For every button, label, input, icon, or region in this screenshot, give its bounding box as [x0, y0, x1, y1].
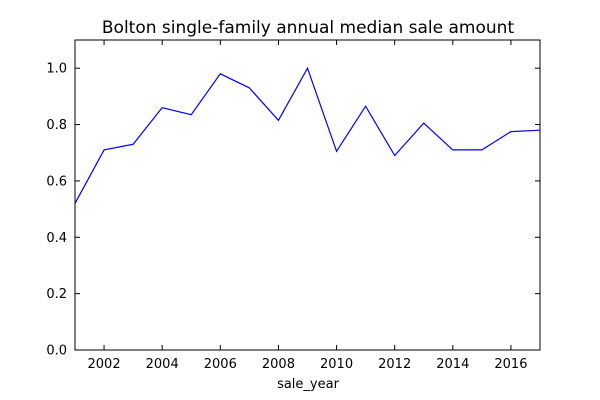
- x-tick-label: 2002: [88, 357, 121, 372]
- x-tick-label: 2016: [494, 357, 527, 372]
- y-axis: 0.0 0.2 0.4 0.6 0.8 1.0: [46, 62, 540, 359]
- y-tick-label: 0.8: [46, 118, 67, 133]
- plot-area: [74, 66, 541, 204]
- x-tick-label: 2006: [204, 357, 237, 372]
- series-line-0: [74, 66, 541, 204]
- x-axis: 2002 2004 2006 2008 2010 2012 2014 2016: [88, 40, 527, 372]
- chart-title: Bolton single-family annual median sale …: [102, 18, 515, 38]
- x-axis-label: sale_year: [277, 377, 340, 392]
- x-tick-label: 2008: [262, 357, 295, 372]
- y-tick-label: 0.6: [46, 174, 67, 189]
- x-tick-label: 2014: [436, 357, 469, 372]
- y-tick-label: 0.4: [46, 231, 67, 246]
- y-tick-label: 1.0: [46, 62, 67, 77]
- y-tick-label: 0.0: [46, 344, 67, 359]
- y-tick-label: 0.2: [46, 287, 67, 302]
- plot-frame: [74, 39, 541, 351]
- x-tick-label: 2004: [146, 357, 179, 372]
- x-tick-label: 2012: [378, 357, 411, 372]
- x-tick-label: 2010: [320, 357, 353, 372]
